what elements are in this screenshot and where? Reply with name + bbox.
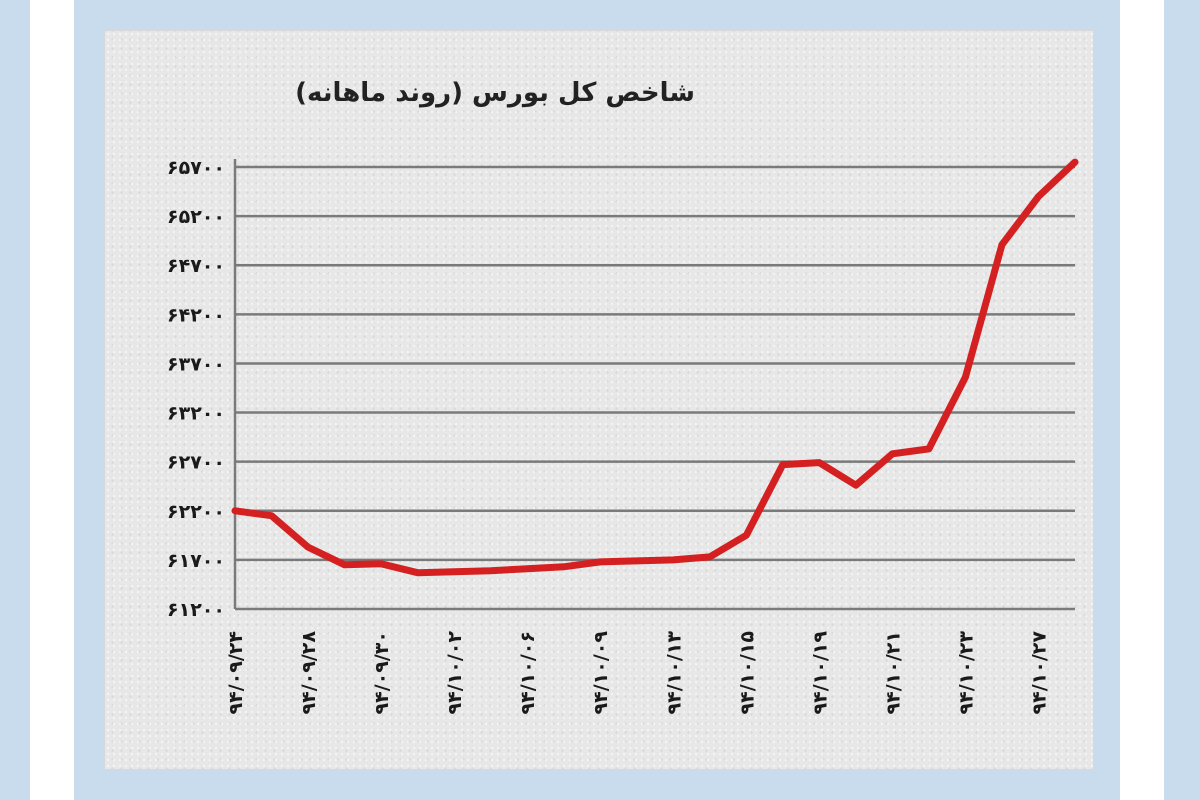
x-tick-label: ۹۴/۱۰/۲۳ — [955, 631, 977, 715]
x-tick-label: ۹۴/۱۰/۰۲ — [444, 631, 466, 715]
x-tick-label: ۹۴/۱۰/۱۵ — [736, 631, 758, 715]
y-tick-label: ۶۱۷۰۰ — [167, 550, 225, 572]
y-tick-label: ۶۲۷۰۰ — [167, 452, 225, 474]
y-tick-label: ۶۲۲۰۰ — [167, 501, 225, 523]
x-tick-label: ۹۴/۱۰/۲۱ — [882, 631, 904, 714]
y-tick-label: ۶۴۷۰۰ — [167, 255, 225, 277]
x-axis-ticks: ۹۴/۰۹/۲۴ ۹۴/۰۹/۲۸ ۹۴/۰۹/۳۰ ۹۴/۱۰/۰۲ ۹۴/۱۰/۰۶… — [225, 631, 1050, 715]
x-tick-label: ۹۴/۱۰/۱۳ — [663, 631, 685, 715]
right-margin-strip — [1164, 0, 1200, 800]
axes — [233, 159, 1075, 611]
chart-frame: شاخص کل بورس (روند ماهانه) ۶۱۲۰۰ ۶۱۷۰۰ ۶۲۲… — [74, 0, 1120, 800]
y-tick-label: ۶۵۲۰۰ — [167, 206, 225, 228]
line-chart: شاخص کل بورس (روند ماهانه) ۶۱۲۰۰ ۶۱۷۰۰ ۶۲۲… — [167, 78, 1079, 715]
y-tick-label: ۶۳۲۰۰ — [167, 403, 225, 425]
x-tick-label: ۹۴/۱۰/۰۶ — [517, 631, 539, 714]
y-tick-label: ۶۳۷۰۰ — [167, 353, 225, 375]
chart-panel: شاخص کل بورس (روند ماهانه) ۶۱۲۰۰ ۶۱۷۰۰ ۶۲۲… — [104, 30, 1094, 770]
grid-lines — [235, 165, 1075, 562]
x-tick-label: ۹۴/۰۹/۲۴ — [225, 631, 247, 714]
x-tick-label: ۹۴/۰۹/۲۸ — [298, 631, 320, 715]
y-tick-label: ۶۵۷۰۰ — [167, 157, 225, 179]
left-margin-strip — [0, 0, 30, 800]
chart-title: شاخص کل بورس (روند ماهانه) — [295, 78, 695, 108]
x-tick-label: ۹۴/۱۰/۰۹ — [590, 631, 612, 715]
x-tick-label: ۹۴/۱۰/۲۷ — [1028, 631, 1050, 715]
y-tick-label: ۶۴۲۰۰ — [167, 304, 225, 326]
x-tick-label: ۹۴/۱۰/۱۹ — [809, 631, 831, 715]
series — [231, 158, 1079, 577]
y-tick-label: ۶۱۲۰۰ — [167, 599, 225, 621]
x-tick-label: ۹۴/۰۹/۳۰ — [371, 631, 393, 714]
y-axis-ticks: ۶۱۲۰۰ ۶۱۷۰۰ ۶۲۲۰۰ ۶۲۷۰۰ ۶۳۲۰۰ ۶۳۷۰۰ ۶۴۲۰۰ ۶۴۷۰۰… — [167, 157, 225, 621]
series-line — [231, 158, 1079, 577]
